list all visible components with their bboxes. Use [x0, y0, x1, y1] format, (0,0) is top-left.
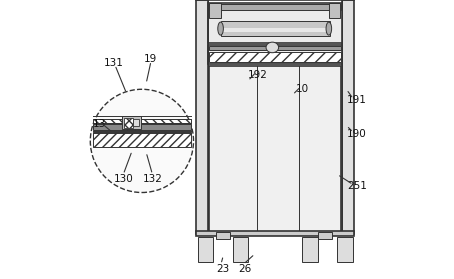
Ellipse shape — [266, 42, 279, 53]
Text: 10: 10 — [296, 84, 309, 94]
Bar — [209, 66, 341, 234]
Text: 191: 191 — [347, 95, 367, 105]
Bar — [342, 0, 354, 234]
Bar — [209, 52, 341, 62]
Bar — [124, 118, 133, 128]
Bar — [209, 3, 221, 18]
Bar — [208, 45, 342, 64]
Bar — [216, 232, 230, 239]
Bar — [221, 28, 330, 32]
Text: 251: 251 — [347, 181, 367, 191]
Bar — [123, 116, 140, 129]
Bar — [329, 3, 340, 18]
Bar — [337, 237, 353, 262]
Circle shape — [90, 89, 193, 193]
Bar — [209, 46, 341, 50]
Text: 130: 130 — [114, 174, 133, 184]
Ellipse shape — [218, 22, 223, 35]
Text: 19: 19 — [143, 54, 157, 64]
Text: 190: 190 — [347, 129, 367, 139]
Text: 192: 192 — [248, 70, 267, 80]
Bar — [197, 237, 213, 262]
Text: 131: 131 — [104, 58, 124, 68]
Bar — [318, 232, 331, 239]
Text: 23: 23 — [216, 264, 229, 274]
Bar — [208, 3, 342, 43]
Bar — [232, 237, 248, 262]
Text: 132: 132 — [143, 174, 163, 184]
Ellipse shape — [326, 22, 331, 35]
Bar — [133, 119, 139, 126]
Bar — [302, 237, 318, 262]
Bar — [196, 231, 354, 236]
Bar — [93, 119, 191, 123]
Bar — [209, 4, 341, 10]
Text: 13: 13 — [93, 119, 106, 129]
Bar — [196, 0, 208, 234]
Bar — [93, 124, 191, 130]
Bar — [93, 132, 191, 147]
Text: 26: 26 — [238, 264, 252, 274]
Bar — [221, 21, 330, 36]
